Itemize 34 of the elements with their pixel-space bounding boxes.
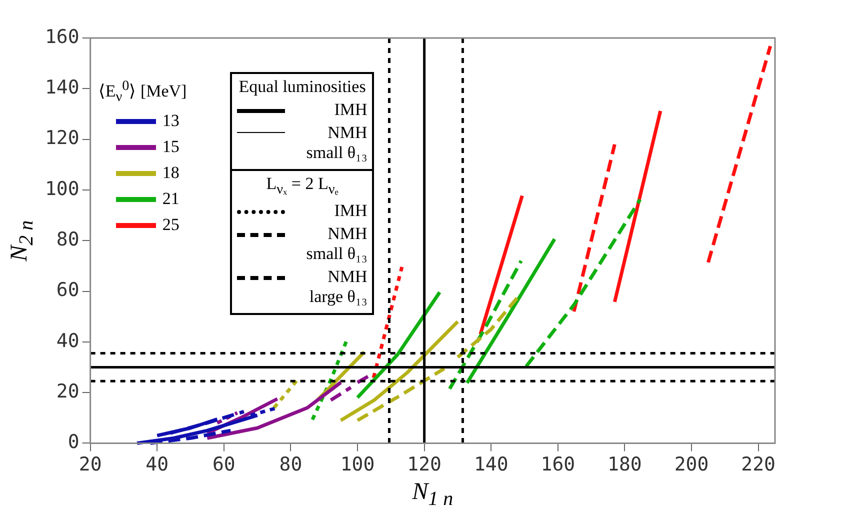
- x-tick-label: 200: [674, 454, 709, 476]
- x-tick-label: 220: [741, 454, 776, 476]
- x-tick-label: 40: [146, 454, 169, 476]
- x-tick-label: 20: [78, 454, 102, 476]
- annotation: IMH: [333, 201, 368, 222]
- legend-title: ⟨E$_{ν}$$^{0}$⟩ [MeV]: [98, 78, 187, 106]
- y-tick-label: 140: [44, 76, 80, 99]
- annotation: Equal luminosities: [238, 77, 367, 97]
- annotation: IMH: [333, 100, 368, 120]
- x-axis-title: N$_{1 n}$: [412, 479, 454, 511]
- x-tick-label: 120: [407, 454, 442, 476]
- y-tick-label: 100: [44, 178, 80, 200]
- annotation: 15: [162, 137, 180, 158]
- x-tick-label: 80: [279, 454, 302, 476]
- y-tick-label: 20: [56, 380, 80, 402]
- x-tick-label: 140: [474, 454, 508, 476]
- annotation: 18: [162, 163, 180, 184]
- annotation: NMH small θ₁₃: [305, 224, 368, 264]
- y-tick-label: 120: [44, 127, 80, 150]
- x-tick-label: 100: [340, 454, 375, 476]
- y-tick-label: 80: [56, 228, 80, 251]
- y-tick-label: 0: [68, 431, 80, 454]
- annotation: L$_{νₓ}$ = 2 L$_{νₑ}$: [265, 174, 340, 198]
- x-tick-label: 60: [212, 454, 236, 476]
- annotation: NMH large θ₁₃: [308, 267, 368, 308]
- annotation: NMH small θ₁₃: [305, 123, 368, 163]
- annotation: 21: [162, 189, 180, 210]
- y-tick-label: 60: [56, 279, 80, 302]
- x-tick-label: 180: [608, 454, 642, 476]
- annotation: 13: [162, 111, 180, 132]
- y-tick-label: 40: [56, 330, 80, 352]
- y-tick-label: 160: [44, 26, 80, 48]
- x-tick-label: 160: [540, 454, 576, 476]
- annotation: 25: [162, 215, 180, 236]
